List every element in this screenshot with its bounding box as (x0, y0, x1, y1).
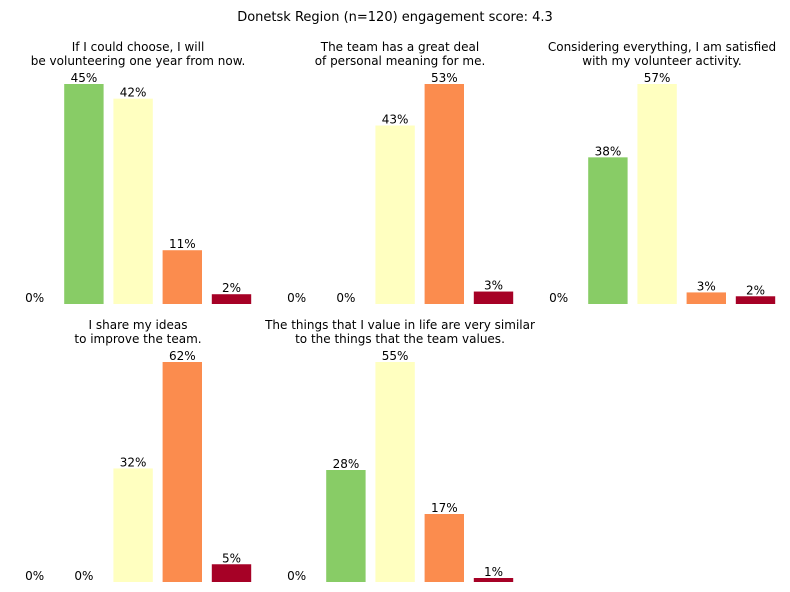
bar-value-label: 17% (431, 501, 458, 515)
bar (326, 470, 366, 582)
bar-value-label: 0% (287, 569, 306, 583)
panel-title-line: If I could choose, I will (72, 40, 205, 54)
bar-value-label: 3% (697, 279, 716, 293)
bar-value-label: 43% (382, 113, 409, 127)
bar (113, 98, 153, 305)
bar-value-label: 42% (120, 86, 147, 100)
bar (162, 250, 202, 304)
panel-title-line: Considering everything, I am satisfied (548, 40, 776, 54)
bar-value-label: 38% (595, 144, 622, 158)
panel-title-line: The team has a great deal (320, 40, 480, 54)
bar (473, 578, 514, 582)
bar (211, 294, 252, 304)
bar (686, 292, 726, 304)
panel-title-line: of personal meaning for me. (315, 54, 486, 68)
bar-value-label: 0% (25, 291, 44, 305)
bar-value-label: 32% (120, 455, 147, 469)
bar-value-label: 62% (169, 349, 196, 363)
chart-panel: The things that I value in life are very… (264, 318, 535, 583)
bar-value-label: 3% (484, 279, 503, 293)
bar-value-label: 0% (287, 291, 306, 305)
bar (424, 514, 464, 582)
bar (473, 291, 514, 304)
panel-title-line: to improve the team. (74, 332, 201, 346)
bar-value-label: 45% (71, 71, 98, 85)
bar-value-label: 1% (484, 565, 503, 579)
chart-panel: Considering everything, I am satisfiedwi… (548, 40, 776, 305)
bar-value-label: 0% (25, 569, 44, 583)
bar (735, 296, 776, 304)
bar (211, 564, 252, 582)
bar (588, 157, 628, 304)
panel-title-line: with my volunteer activity. (582, 54, 741, 68)
bar-value-label: 57% (644, 71, 671, 85)
bar (162, 362, 202, 582)
bar (113, 468, 153, 582)
bar-value-label: 0% (336, 291, 355, 305)
panel-title-line: to the things that the team values. (295, 332, 505, 346)
bar (424, 84, 464, 304)
bar-value-label: 11% (169, 237, 196, 251)
bar (64, 84, 104, 304)
bar (375, 362, 415, 582)
bar-value-label: 28% (333, 457, 360, 471)
bar-value-label: 0% (74, 569, 93, 583)
bar (637, 84, 677, 304)
panel-title-line: I share my ideas (89, 318, 188, 332)
panel-title-line: The things that I value in life are very… (264, 318, 535, 332)
bar-value-label: 2% (746, 283, 765, 297)
bar-value-label: 55% (382, 349, 409, 363)
figure-title: Donetsk Region (n=120) engagement score:… (237, 10, 553, 25)
bar-value-label: 5% (222, 551, 241, 565)
bar-value-label: 2% (222, 281, 241, 295)
bar-value-label: 53% (431, 71, 458, 85)
panel-title-line: be volunteering one year from now. (31, 54, 246, 68)
bar (375, 125, 415, 305)
bar-value-label: 0% (549, 291, 568, 305)
